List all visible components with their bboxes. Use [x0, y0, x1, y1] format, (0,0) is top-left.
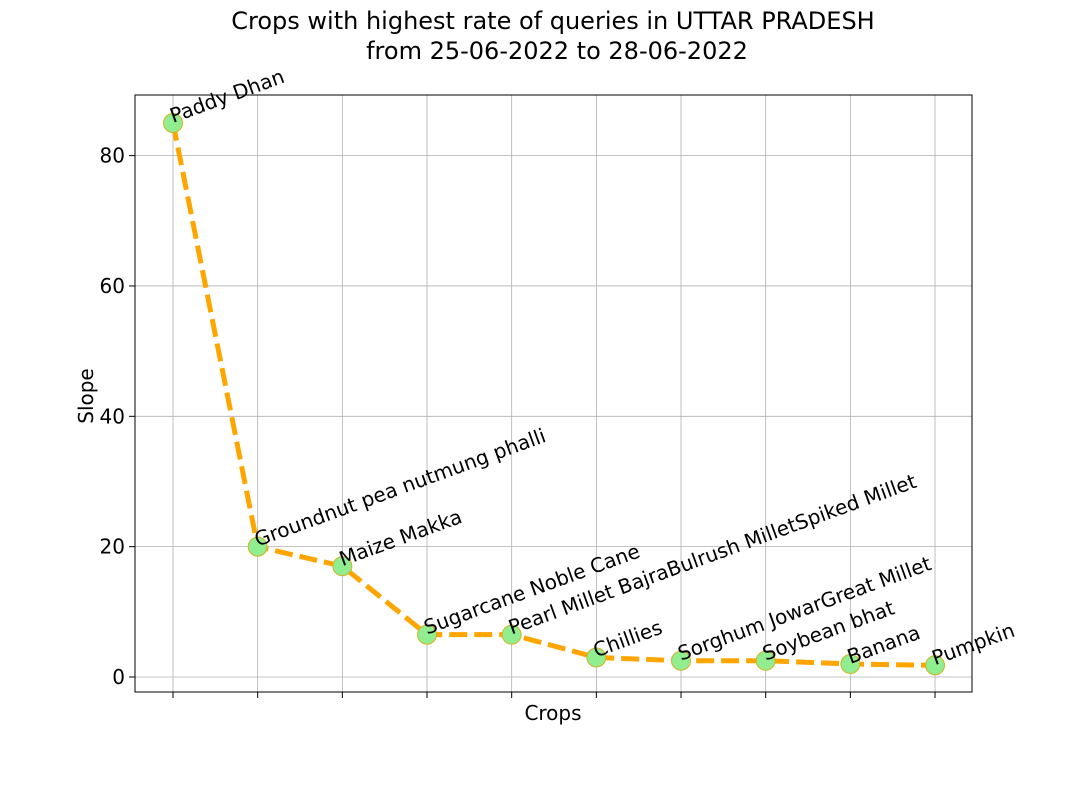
data-label: Paddy Dhan	[167, 64, 288, 128]
series-line	[170, 122, 936, 668]
data-point	[501, 624, 522, 645]
data-point	[925, 655, 946, 676]
plot-area	[134, 94, 973, 693]
y-axis-label: Slope	[74, 368, 98, 424]
chart-title-line1: Crops with highest rate of queries in UT…	[231, 7, 874, 35]
series	[163, 113, 946, 676]
y-tick-label: 80	[100, 144, 125, 168]
y-tick-label: 60	[100, 274, 125, 298]
grid	[135, 95, 972, 692]
data-point	[332, 556, 353, 577]
data-point	[671, 650, 692, 671]
data-label: Pumpkin	[929, 618, 1018, 670]
data-point	[417, 624, 438, 645]
data-point	[755, 650, 776, 671]
data-point	[247, 536, 268, 557]
y-tick-label: 20	[100, 535, 125, 559]
y-tick-label: 40	[100, 404, 125, 428]
data-point	[586, 647, 607, 668]
data-label: Chillies	[590, 615, 665, 662]
data-point	[840, 653, 861, 674]
y-tick-label: 0	[112, 665, 125, 689]
x-axis-label: Crops	[524, 701, 581, 725]
data-point	[163, 113, 183, 134]
axis-ticks: 0 20 40 60 80	[100, 144, 936, 698]
chart-title-line2: from 25-06-2022 to 28-06-2022	[366, 37, 748, 65]
